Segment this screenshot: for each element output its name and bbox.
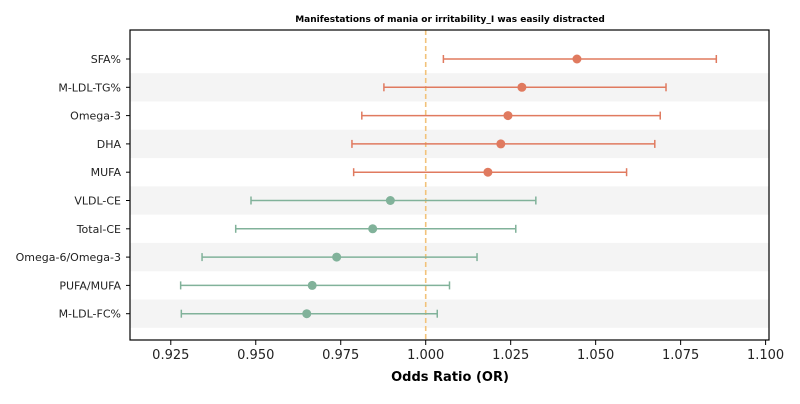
row-label: SFA% (91, 53, 121, 66)
row-label: DHA (97, 138, 122, 151)
x-tick-label: 1.025 (492, 348, 529, 363)
or-point (302, 309, 312, 319)
forest-row: PUFA/MUFA (59, 279, 451, 292)
or-point (385, 196, 395, 205)
or-point (517, 82, 527, 92)
x-tick-label: 1.000 (407, 348, 444, 363)
or-point (496, 139, 506, 149)
x-tick-label: 0.950 (237, 348, 274, 363)
row-label: Omega-6/Omega-3 (16, 251, 121, 264)
rows: SFA% M-LDL-TG% Omega-3 DHA MUFA VLDL-CE Total-… (16, 53, 718, 321)
chart-title: Manifestations of mania or irritability_… (295, 15, 605, 25)
x-tick-label: 1.075 (662, 348, 699, 363)
or-point (483, 167, 493, 177)
x-axis-label: Odds Ratio (OR) (391, 370, 509, 385)
row-label: M-LDL-FC% (59, 308, 121, 321)
row-label: VLDL-CE (74, 195, 121, 208)
row-label: M-LDL-TG% (58, 81, 121, 94)
x-tick-label: 1.100 (747, 348, 784, 363)
row-label: Omega-3 (70, 110, 121, 123)
forest-row: MUFA (91, 166, 628, 179)
or-point (503, 111, 513, 121)
forest-row: M-LDL-TG% (58, 81, 667, 94)
x-tick-label: 0.975 (322, 348, 359, 363)
forest-row: Total-CE (76, 223, 517, 236)
x-axis: 0.925 0.950 0.975 1.000 1.025 1.050 1.075 1.100 (152, 340, 784, 363)
or-point (368, 224, 378, 234)
row-label: PUFA/MUFA (59, 279, 121, 292)
forest-row: Omega-6/Omega-3 (16, 251, 478, 264)
or-point (332, 252, 342, 262)
or-point (572, 54, 582, 64)
forest-row: VLDL-CE (74, 195, 537, 208)
x-tick-label: 0.925 (152, 348, 189, 363)
x-tick-label: 1.050 (577, 348, 614, 363)
row-label: MUFA (91, 166, 122, 179)
forest-row: M-LDL-FC% (59, 308, 439, 321)
plot-frame (129, 29, 770, 341)
row-label: Total-CE (76, 223, 121, 236)
forest-row: DHA (97, 138, 656, 151)
forest-row: SFA% (91, 53, 718, 66)
forest-row: Omega-3 (70, 110, 661, 123)
or-point (307, 280, 317, 290)
